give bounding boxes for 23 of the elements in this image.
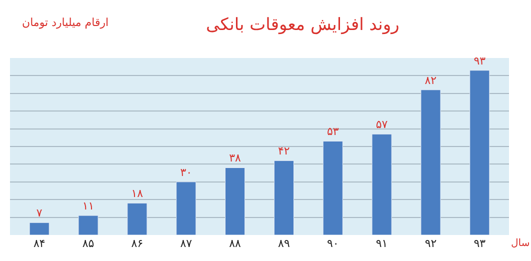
x-tick-label: ۸۹	[278, 237, 290, 250]
data-label: ۳۸	[229, 152, 241, 165]
data-label: ۱۸	[131, 187, 144, 200]
chart-subtitle: ارقام میلیارد تومان	[22, 16, 109, 29]
data-label: ۱۱	[82, 200, 94, 213]
x-tick-label: ۸۶	[131, 237, 144, 250]
x-axis-title: سال	[511, 238, 530, 249]
data-label: ۸۲	[424, 74, 437, 87]
data-label: ۹۳	[474, 54, 486, 68]
x-tick-label: ۸۸	[229, 237, 242, 250]
x-tick-label: ۹۱	[376, 237, 388, 250]
x-tick-label: ۸۴	[33, 237, 46, 250]
x-tick-label: ۹۳	[474, 237, 486, 250]
x-tick-label: ۸۵	[82, 237, 94, 250]
data-label: ۴۲	[278, 144, 290, 158]
data-label: ۵۷	[376, 118, 388, 132]
data-label: ۷	[36, 206, 42, 220]
x-tick-label: ۹۲	[424, 237, 437, 250]
x-tick-label: ۹۰	[326, 237, 339, 250]
data-label: ۳۰	[180, 166, 192, 179]
x-tick-label: ۸۷	[180, 237, 192, 250]
chart-title: روند افزایش معوقات بانکی	[206, 15, 400, 36]
data-label: ۵۳	[326, 125, 339, 138]
